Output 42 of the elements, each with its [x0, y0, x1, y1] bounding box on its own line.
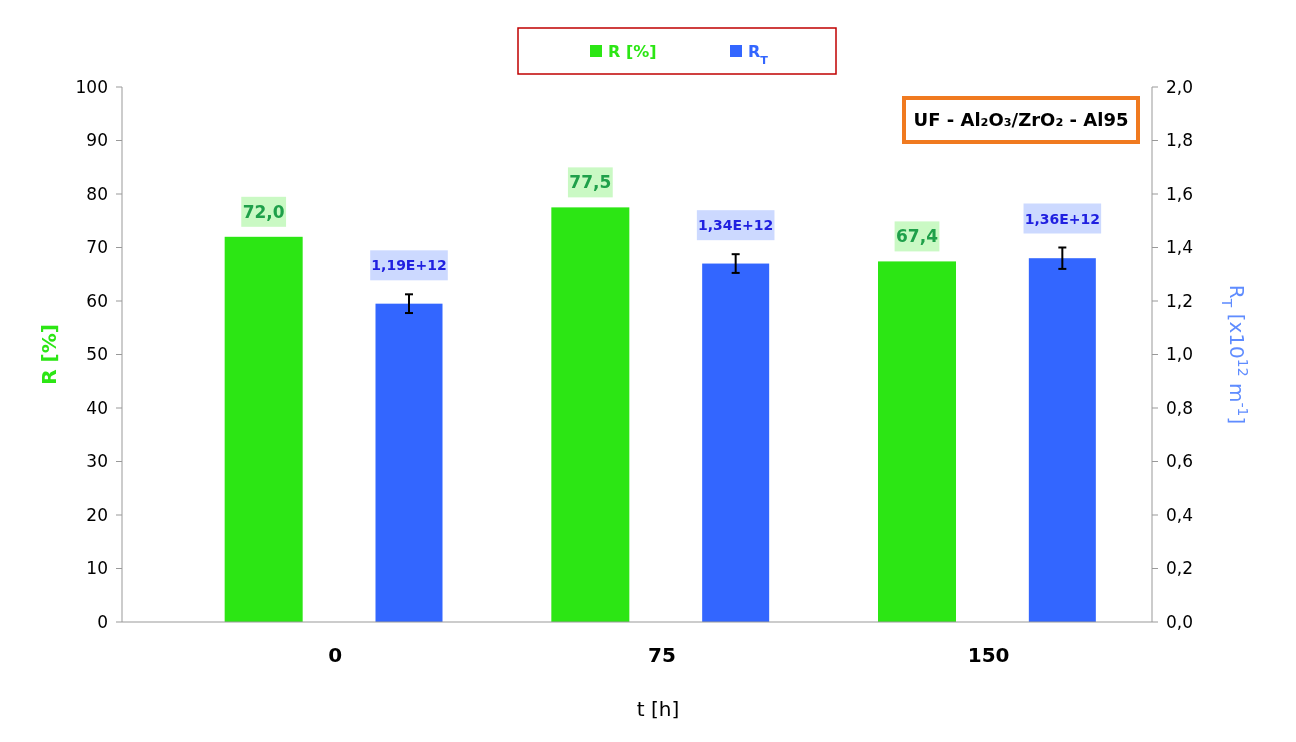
data-label: 72,0	[242, 201, 285, 222]
data-label: 1,19E+12	[371, 257, 447, 274]
y2-tick-label: 0,0	[1166, 611, 1194, 632]
x-tick-label: 75	[648, 643, 676, 667]
y-tick-label: 70	[86, 237, 108, 258]
bar	[375, 303, 443, 622]
bar	[224, 236, 303, 622]
y-tick-label: 90	[86, 130, 108, 151]
y-tick-label: 60	[86, 290, 108, 311]
x-axis-title: t [h]	[636, 697, 680, 721]
y-tick-label: 10	[86, 558, 108, 579]
y-tick-label: 20	[86, 504, 108, 525]
data-label: 1,34E+12	[698, 217, 774, 234]
x-tick-label: 0	[328, 643, 343, 667]
y2-tick-label: 0,4	[1166, 504, 1194, 525]
data-label: 77,5	[569, 172, 612, 193]
bar	[878, 261, 956, 622]
y2-tick-label: 1,2	[1166, 290, 1194, 311]
y2-tick-label: 1,8	[1166, 130, 1194, 151]
bar	[702, 263, 770, 622]
y-tick-label: 0	[97, 611, 108, 632]
bar	[1028, 258, 1096, 622]
y2-tick-label: 0,8	[1166, 397, 1194, 418]
y2-tick-label: 0,2	[1166, 558, 1194, 579]
x-tick-label: 150	[967, 643, 1010, 667]
y-tick-label: 80	[86, 183, 108, 204]
data-label: 1,36E+12	[1024, 210, 1100, 227]
data-label: 67,4	[896, 226, 939, 247]
y2-tick-label: 2,0	[1166, 76, 1194, 97]
legend-label: R$_{T}$	[748, 41, 769, 67]
y-axis-title: R [%]	[37, 324, 61, 385]
y-tick-label: 40	[86, 397, 108, 418]
bar	[551, 207, 630, 622]
y-tick-label: 30	[86, 451, 108, 472]
y2-tick-label: 1,4	[1166, 237, 1194, 258]
y-tick-label: 100	[75, 76, 108, 97]
y2-tick-label: 1,6	[1166, 183, 1194, 204]
annotation: UF - Al₂O₃/ZrO₂ - Al95	[913, 109, 1129, 131]
legend-label: R [%]	[608, 41, 657, 61]
y-tick-label: 50	[86, 344, 108, 365]
y2-tick-label: 1,0	[1166, 344, 1194, 365]
y2-tick-label: 0,6	[1166, 451, 1194, 472]
